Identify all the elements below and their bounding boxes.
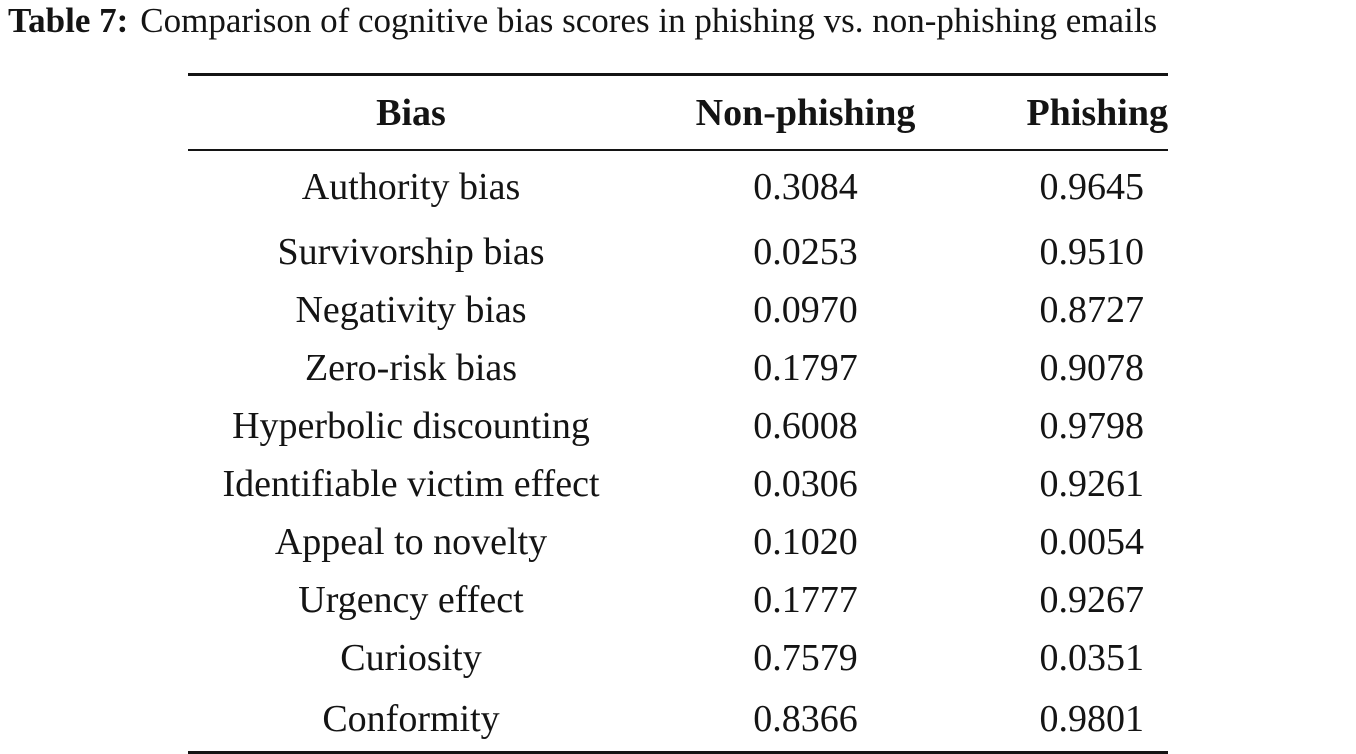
table-row: Zero-risk bias 0.1797 0.9078 [188, 339, 1168, 397]
bias-cell: Hyperbolic discounting [232, 405, 590, 447]
table-row: Hyperbolic discounting 0.6008 0.9798 [188, 397, 1168, 455]
bias-cell: Conformity [322, 698, 500, 740]
phishing-cell: 0.9801 [1039, 698, 1145, 740]
bias-cell: Survivorship bias [277, 231, 545, 273]
non-phishing-cell: 0.3084 [753, 166, 858, 208]
phishing-cell: 0.9645 [1039, 166, 1145, 208]
non-phishing-cell: 0.0306 [753, 463, 858, 505]
header-phishing: Phishing [1026, 91, 1168, 134]
bias-cell: Curiosity [340, 637, 482, 679]
header-non-phishing: Non-phishing [695, 91, 916, 134]
non-phishing-cell: 0.8366 [753, 698, 858, 740]
non-phishing-cell: 0.1797 [753, 347, 858, 389]
table-caption: Table 7: Comparison of cognitive bias sco… [8, 0, 1157, 42]
non-phishing-cell: 0.7579 [753, 637, 858, 679]
bias-cell: Urgency effect [298, 579, 524, 621]
caption-text: Comparison of cognitive bias scores in p… [140, 1, 1158, 40]
table-row: Appeal to novelty 0.1020 0.0054 [188, 513, 1168, 571]
phishing-cell: 0.9267 [1039, 579, 1145, 621]
table-row: Authority bias 0.3084 0.9645 [188, 150, 1168, 223]
phishing-cell: 0.9078 [1039, 347, 1145, 389]
phishing-cell: 0.9261 [1039, 463, 1145, 505]
phishing-cell: 0.9510 [1039, 231, 1145, 273]
table-row: Curiosity 0.7579 0.0351 [188, 629, 1168, 687]
table-row: Conformity 0.8366 0.9801 [188, 687, 1168, 753]
bias-cell: Identifiable victim effect [222, 463, 600, 505]
phishing-cell: 0.0351 [1039, 637, 1145, 679]
header-bias: Bias [376, 91, 446, 134]
table-row: Identifiable victim effect 0.0306 0.9261 [188, 455, 1168, 513]
non-phishing-cell: 0.0253 [753, 231, 858, 273]
bias-table-container: Bias Non-phishing Phishing Authority bia… [188, 73, 1168, 754]
caption-label: Table 7: [8, 1, 129, 40]
phishing-cell: 0.9798 [1039, 405, 1145, 447]
table-row: Urgency effect 0.1777 0.9267 [188, 571, 1168, 629]
bias-cell: Negativity bias [295, 289, 527, 331]
bias-table: Bias Non-phishing Phishing Authority bia… [188, 73, 1168, 754]
non-phishing-cell: 0.0970 [753, 289, 858, 331]
non-phishing-cell: 0.6008 [753, 405, 858, 447]
phishing-cell: 0.0054 [1039, 521, 1145, 563]
non-phishing-cell: 0.1020 [753, 521, 858, 563]
table-header-row: Bias Non-phishing Phishing [188, 74, 1168, 150]
phishing-cell: 0.8727 [1039, 289, 1145, 331]
bias-cell: Appeal to novelty [274, 521, 548, 563]
table-row: Survivorship bias 0.0253 0.9510 [188, 223, 1168, 281]
non-phishing-cell: 0.1777 [753, 579, 858, 621]
table-row: Negativity bias 0.0970 0.8727 [188, 281, 1168, 339]
bias-cell: Authority bias [301, 166, 521, 208]
bias-cell: Zero-risk bias [304, 347, 518, 389]
